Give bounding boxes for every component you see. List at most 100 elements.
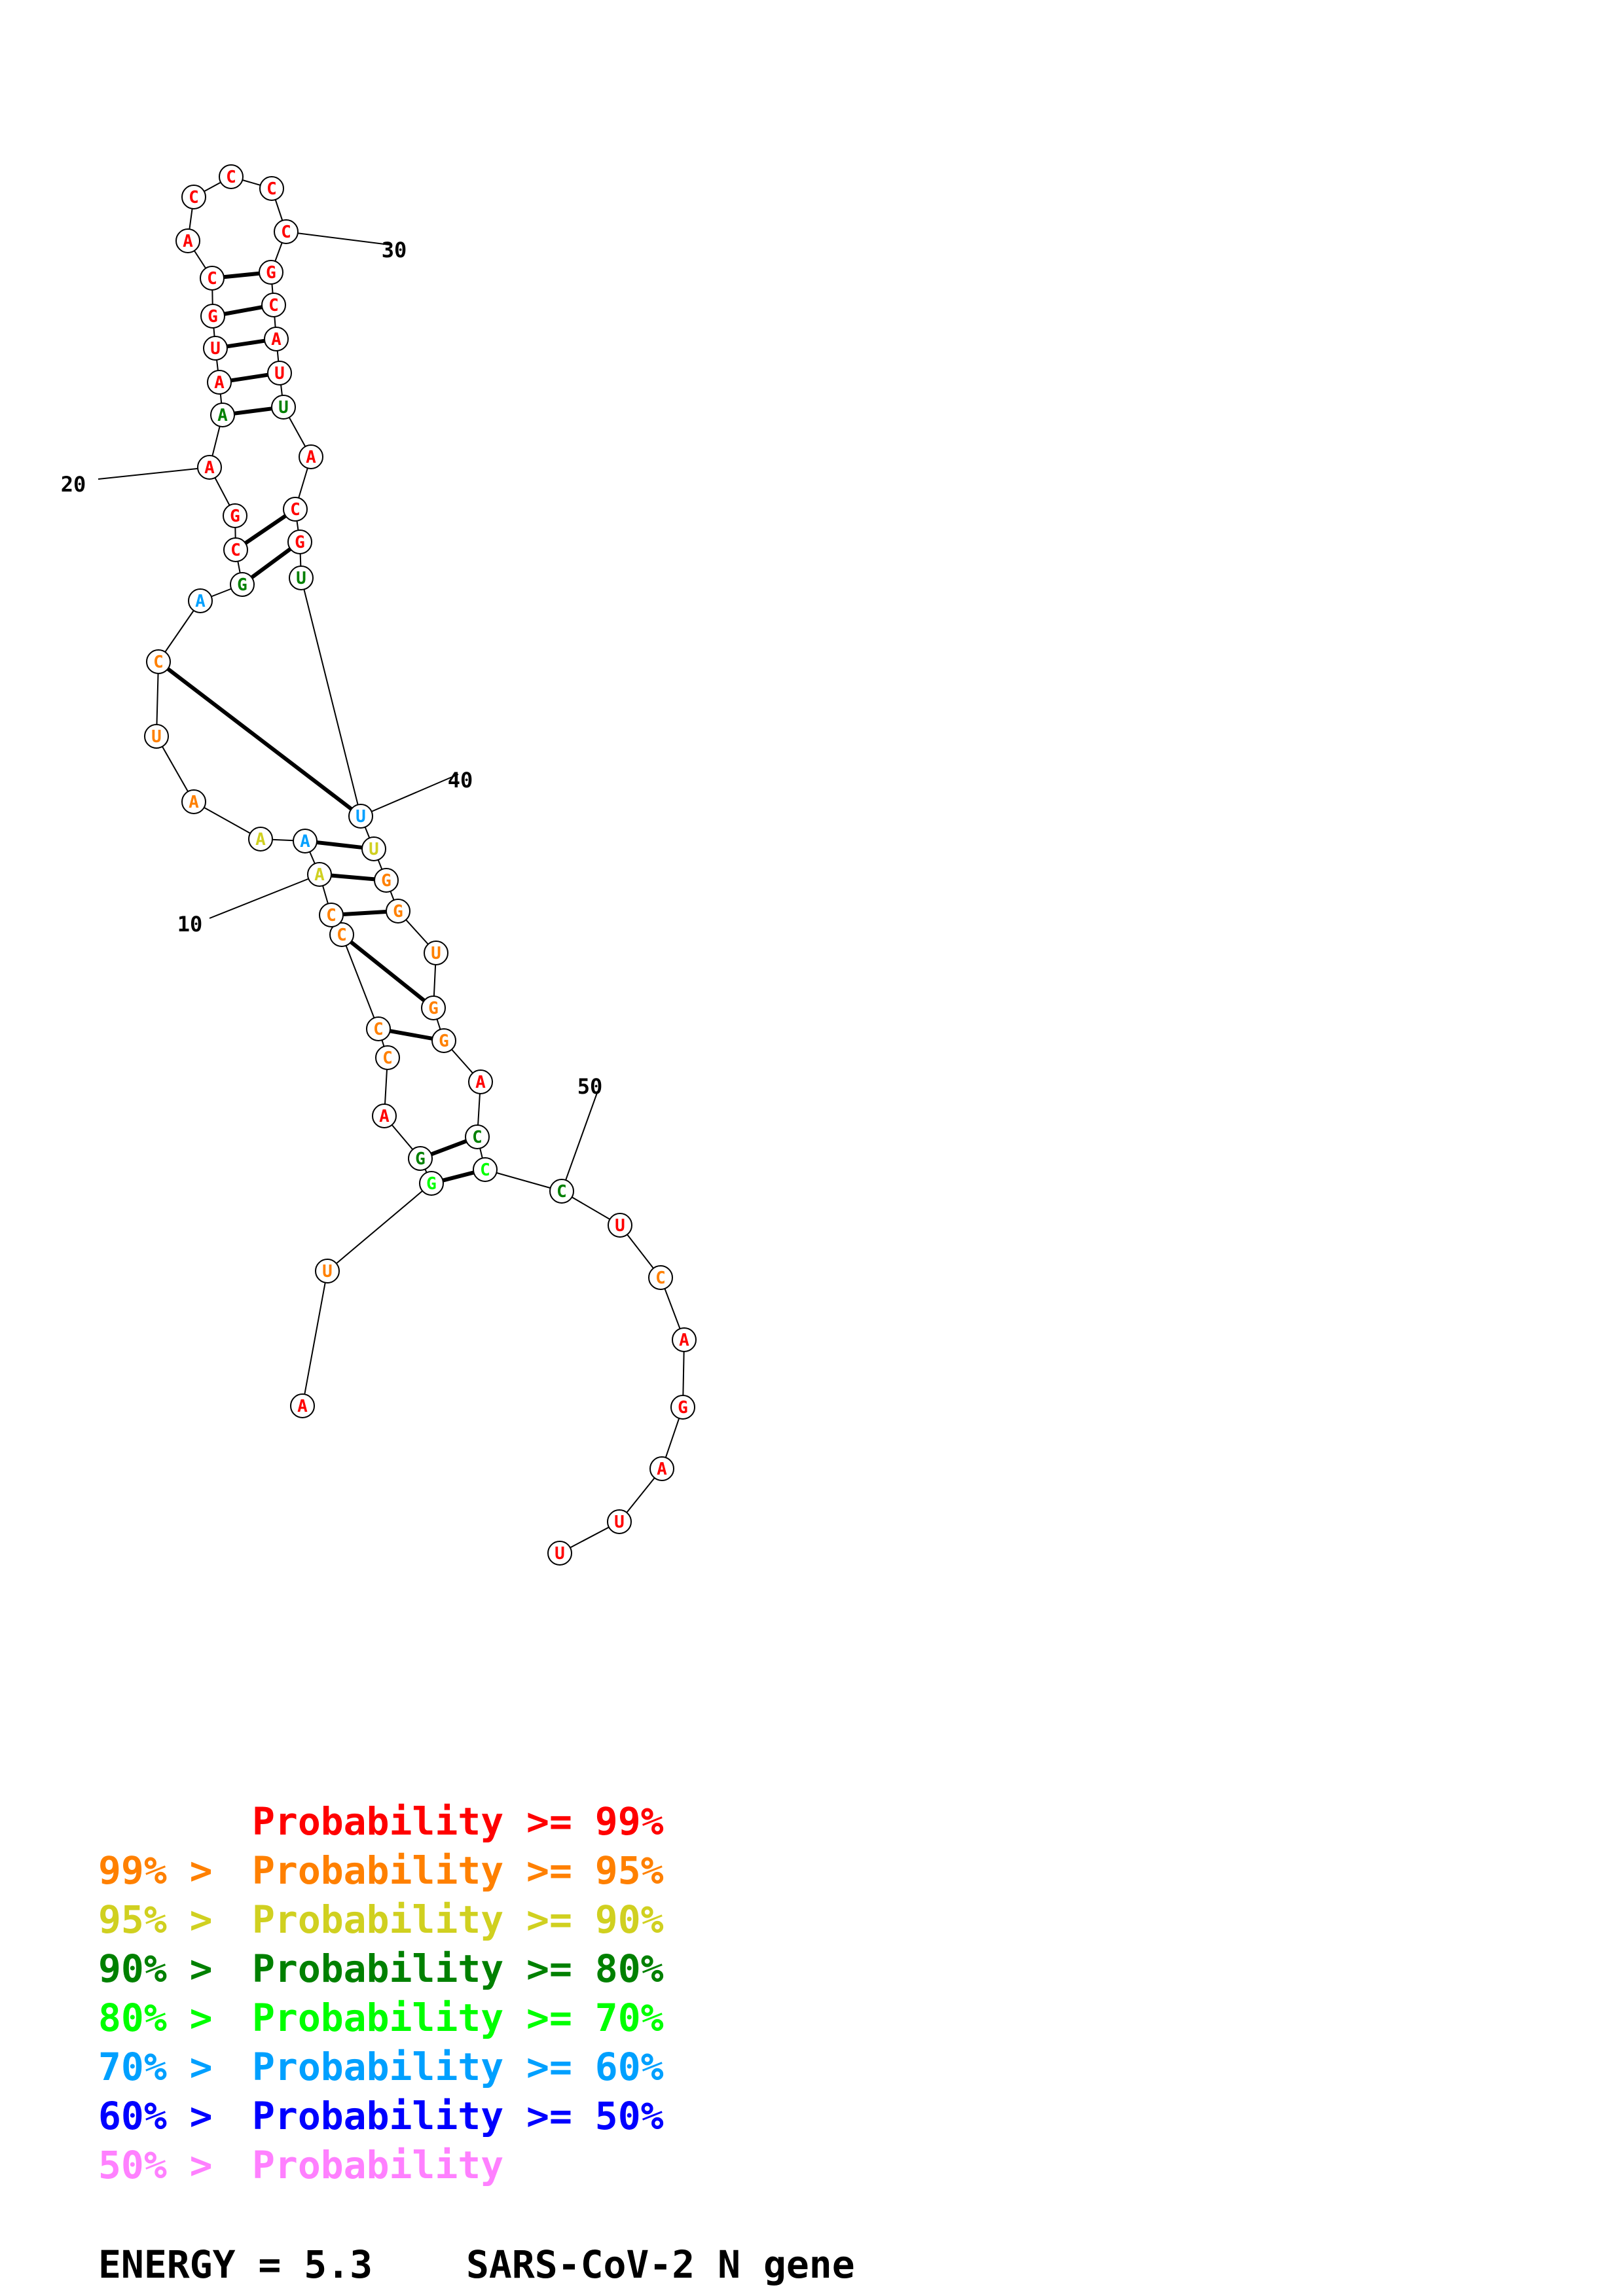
backbone bbox=[156, 176, 685, 1554]
base-pair-bonds bbox=[166, 271, 475, 1183]
base-pair-bond bbox=[442, 1170, 475, 1183]
nucleotide-circle bbox=[259, 260, 283, 285]
nucleotide-circle bbox=[261, 293, 286, 317]
nucleotide: U bbox=[348, 804, 373, 829]
nucleotide-letter: A bbox=[214, 373, 225, 393]
nucleotide-letter: U bbox=[296, 569, 306, 588]
nucleotide-letter: C bbox=[655, 1268, 666, 1288]
base-pair-bond bbox=[316, 840, 363, 850]
position-tick-label: 50 bbox=[577, 1074, 603, 1099]
base-pair-bond bbox=[223, 271, 260, 279]
nucleotide: C bbox=[329, 922, 354, 947]
position-ticks: 10 20 30 40 50 bbox=[61, 231, 603, 1192]
nucleotide: A bbox=[248, 827, 273, 852]
nucleotide-circle bbox=[468, 1069, 493, 1094]
nucleotide-letter: G bbox=[439, 1031, 449, 1051]
position-tick-line bbox=[360, 774, 459, 817]
nucleotide-circle bbox=[146, 649, 171, 674]
footer: ENERGY = 5.3 SARS-CoV-2 N gene bbox=[98, 2242, 855, 2287]
nucleotide-letter: A bbox=[300, 832, 310, 852]
nucleotide-letter: U bbox=[210, 339, 221, 359]
legend-entry: Probability >= 95% bbox=[252, 1848, 664, 1893]
nucleotide-circle bbox=[283, 497, 308, 522]
legend-prefix: 60% > bbox=[98, 2094, 236, 2138]
nucleotide-circle bbox=[366, 1016, 391, 1041]
probability-legend: Probability >= 99% 99% > Probability >= 9… bbox=[98, 1799, 664, 2187]
nucleotide-circle bbox=[188, 588, 213, 613]
backbone-segment bbox=[484, 1169, 562, 1192]
nucleotide-letter: U bbox=[151, 727, 162, 747]
nucleotide: C bbox=[549, 1179, 574, 1204]
position-tick-line bbox=[98, 467, 210, 480]
nucleotide: C bbox=[465, 1124, 490, 1149]
base-pair-bond bbox=[331, 873, 375, 882]
nucleotide-letter: G bbox=[426, 1174, 437, 1194]
nucleotide-circle bbox=[144, 724, 169, 749]
position-tick-label: 20 bbox=[61, 472, 86, 497]
nucleotide-letter: C bbox=[266, 179, 277, 199]
nucleotide: C bbox=[283, 497, 308, 522]
nucleotide-circle bbox=[290, 1393, 315, 1418]
nucleotide-letter: U bbox=[356, 807, 366, 827]
nucleotide-letter: C bbox=[268, 296, 279, 315]
base-pair-bond bbox=[250, 547, 292, 579]
nucleotide-circle bbox=[431, 1028, 456, 1053]
nucleotide-letter: G bbox=[678, 1398, 688, 1418]
nucleotide: C bbox=[181, 185, 206, 209]
position-tick-label: 10 bbox=[177, 912, 203, 937]
nucleotide-letter: G bbox=[428, 999, 439, 1018]
backbone-segment bbox=[327, 1183, 432, 1272]
nucleotide: C bbox=[259, 176, 284, 201]
nucleotide: C bbox=[473, 1157, 498, 1182]
nucleotide-letter: C bbox=[207, 269, 217, 289]
nucleotide-circle bbox=[315, 1259, 340, 1283]
nucleotide-circle bbox=[203, 336, 228, 361]
nucleotide-circle bbox=[248, 827, 273, 852]
nucleotide: C bbox=[146, 649, 171, 674]
nucleotide-circle bbox=[287, 529, 312, 554]
position-tick-label: 30 bbox=[382, 238, 407, 262]
nucleotide-letter: G bbox=[230, 507, 240, 526]
nucleotide: A bbox=[188, 588, 213, 613]
position-tick-line bbox=[285, 231, 390, 245]
nucleotide: A bbox=[290, 1393, 315, 1418]
nucleotide-letter: A bbox=[679, 1331, 689, 1350]
nucleotide: G bbox=[431, 1028, 456, 1053]
base-pair-bond bbox=[224, 305, 263, 316]
nucleotide-circle bbox=[421, 996, 446, 1020]
nucleotide-letter: A bbox=[306, 448, 316, 467]
nucleotide: U bbox=[607, 1509, 632, 1534]
nucleotide: U bbox=[203, 336, 228, 361]
nucleotide-letter: A bbox=[475, 1073, 486, 1092]
backbone-segment bbox=[301, 577, 361, 817]
nucleotide: U bbox=[608, 1213, 632, 1238]
nucleotide: G bbox=[386, 899, 410, 924]
nucleotide-letter: G bbox=[237, 575, 247, 595]
legend-entry: Probability >= 50% bbox=[252, 2094, 664, 2138]
nucleotide: G bbox=[287, 529, 312, 554]
nucleotide-letter: U bbox=[614, 1513, 625, 1532]
legend-prefix: 50% > bbox=[98, 2143, 236, 2187]
nucleotide: U bbox=[144, 724, 169, 749]
nucleotide-letter: A bbox=[314, 865, 325, 885]
nucleotide-letter: U bbox=[278, 398, 289, 418]
nucleotide: G bbox=[670, 1395, 695, 1420]
nucleotide-circle bbox=[361, 836, 386, 861]
nucleotide-circle bbox=[374, 868, 399, 893]
nucleotide-circle bbox=[549, 1179, 574, 1204]
backbone-segment bbox=[156, 736, 194, 802]
backbone-segment bbox=[341, 934, 379, 1030]
nucleotide: C bbox=[375, 1045, 400, 1070]
nucleotide: A bbox=[264, 327, 289, 351]
nucleotide-circle bbox=[386, 899, 410, 924]
nucleotide-letter: G bbox=[295, 533, 305, 552]
legend-prefix: 95% > bbox=[98, 1897, 236, 1942]
nucleotide-letter: A bbox=[255, 830, 266, 850]
nucleotide: G bbox=[259, 260, 283, 285]
nucleotide-circle bbox=[608, 1213, 632, 1238]
nucleotide-circle bbox=[219, 164, 244, 189]
nucleotide: C bbox=[200, 266, 225, 291]
position-tick-label: 40 bbox=[448, 768, 473, 793]
legend-entry: Probability bbox=[252, 2143, 503, 2187]
base-pair-bond bbox=[390, 1029, 433, 1041]
